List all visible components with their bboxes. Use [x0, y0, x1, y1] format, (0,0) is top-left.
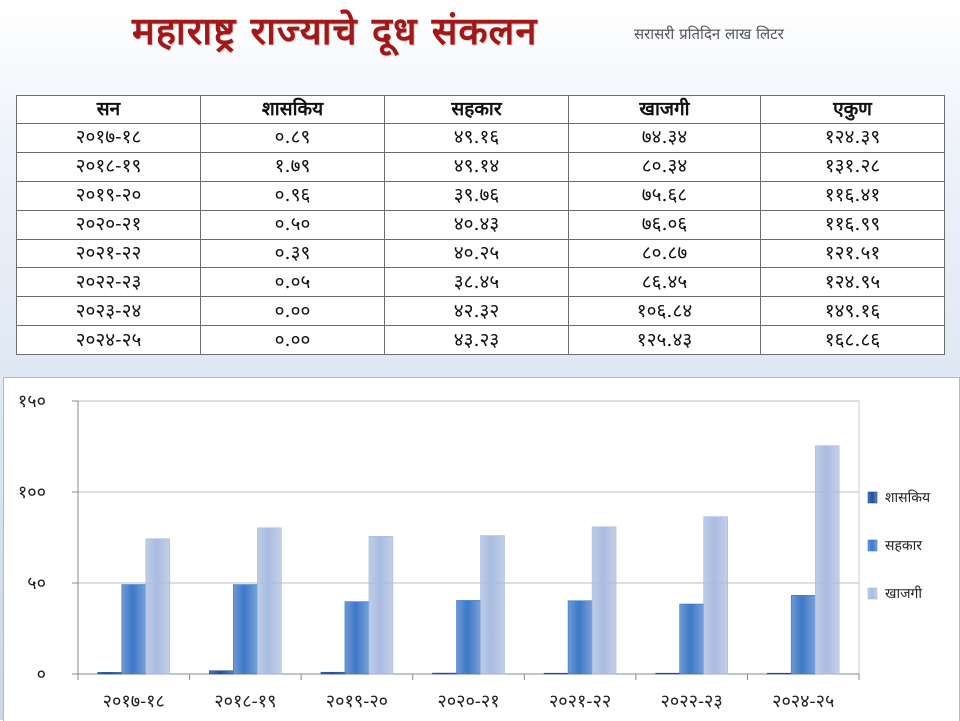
table-cell: ०.८९	[200, 123, 385, 153]
table-cell: २०१९-२०	[16, 180, 201, 211]
bar	[543, 672, 569, 675]
bar	[121, 584, 147, 675]
column-header: सहकार	[384, 95, 569, 124]
bar	[257, 527, 282, 675]
table-cell: ४९.१६	[384, 123, 569, 153]
table-row: २०२२-२३ ०.०५ ३८.४५ ८६.४५ १२४.९५	[16, 267, 945, 298]
table-cell: ०.३९	[200, 238, 385, 269]
table-cell: ८६.४५	[568, 267, 761, 298]
table-cell: १२१.५१	[760, 238, 945, 269]
table-cell: ११६.९९	[760, 209, 945, 240]
legend-swatch	[867, 539, 878, 552]
x-tick-label: २०१९-२०	[326, 691, 388, 712]
table-cell: ०.००	[200, 296, 385, 327]
table-cell: २०२४-२५	[16, 325, 201, 355]
table-header-row: सन शासकिय सहकार खाजगी एकुण	[16, 95, 945, 124]
column-header: खाजगी	[568, 95, 761, 124]
table-cell: ७६.०६	[568, 209, 761, 240]
bar	[344, 601, 370, 675]
table-cell: १०६.८४	[568, 296, 761, 327]
bar	[766, 672, 792, 675]
y-tick-label: १५०	[18, 391, 46, 412]
bar	[567, 600, 593, 675]
page-subtitle: सरासरी प्रतिदिन लाख लिटर	[634, 25, 784, 43]
bar	[480, 535, 505, 675]
legend-label: खाजगी	[885, 585, 922, 602]
x-tick-label: २०२०-२१	[437, 691, 499, 712]
bar	[97, 672, 123, 675]
table-cell: ४०.२५	[384, 238, 569, 269]
table-cell: ४०.४३	[384, 209, 569, 240]
table-cell: ३८.४५	[384, 267, 569, 298]
table-cell: २०२१-२२	[16, 238, 201, 269]
bar	[456, 600, 481, 675]
table-cell: ०.०५	[200, 267, 385, 298]
bar	[368, 535, 394, 675]
data-table: सन शासकिय सहकार खाजगी एकुण २०१७-१८ ०.८९ ४९…	[16, 95, 945, 355]
bar	[209, 670, 234, 675]
bar	[591, 526, 617, 675]
legend-label: सहकार	[885, 538, 922, 554]
table-cell: ३९.७६	[384, 180, 569, 211]
legend-swatch	[867, 587, 878, 600]
table-cell: २०१८-१९	[16, 151, 201, 182]
bar	[233, 584, 258, 675]
bar	[814, 445, 840, 675]
table-cell: ४३.२३	[384, 325, 569, 355]
bar	[679, 603, 704, 675]
bar	[432, 672, 457, 675]
x-tick-label: २०२२-२३	[661, 691, 723, 712]
legend-swatch	[867, 491, 878, 504]
chart-panel: ० ५० १०० १५० २०१७-१८ २०१८-१९ २०१९-२० २०२०-२१ २०२…	[3, 377, 960, 721]
table-cell: १२५.४३	[568, 325, 761, 355]
table-row: २०२०-२१ ०.५० ४०.४३ ७६.०६ ११६.९९	[16, 209, 945, 240]
table-cell: १.७९	[200, 151, 385, 182]
table-cell: ४९.१४	[384, 151, 569, 182]
x-tick-label: २०२४-२५	[772, 691, 834, 712]
y-tick-label: ५०	[27, 573, 46, 594]
table-cell: ७४.३४	[568, 123, 761, 153]
page-title: महाराष्ट्र राज्याचे दूध संकलन	[132, 8, 538, 53]
table-cell: २०२२-२३	[16, 267, 201, 298]
table-cell: ८०.८७	[568, 238, 761, 269]
bar-chart: ० ५० १०० १५० २०१७-१८ २०१८-१९ २०१९-२० २०२०-२१ २०२…	[18, 391, 931, 712]
x-tick-label: २०१८-१९	[214, 691, 276, 712]
table-row: २०२३-२४ ०.०० ४२.३२ १०६.८४ १४९.१६	[16, 296, 945, 327]
y-tick-label: ०	[37, 664, 46, 685]
table-cell: ८०.३४	[568, 151, 761, 182]
table-cell: १४९.१६	[760, 296, 945, 327]
x-tick-label: २०२१-२२	[549, 691, 611, 712]
table-cell: १३१.२८	[760, 151, 945, 182]
table-row: २०२४-२५ ०.०० ४३.२३ १२५.४३ १६८.८६	[16, 325, 945, 355]
table-cell: २०१७-१८	[16, 123, 201, 153]
column-header: एकुण	[760, 95, 945, 124]
table-cell: ७५.६८	[568, 180, 761, 211]
table-cell: १६८.८६	[760, 325, 945, 355]
column-header: सन	[16, 95, 201, 124]
bar	[703, 516, 728, 675]
bar	[145, 538, 171, 675]
bar	[320, 671, 346, 675]
table-row: २०१८-१९ १.७९ ४९.१४ ८०.३४ १३१.२८	[16, 151, 945, 182]
x-tick-label: २०१७-१८	[103, 691, 165, 712]
table-cell: १२४.३९	[760, 123, 945, 153]
table-row: २०१७-१८ ०.८९ ४९.१६ ७४.३४ १२४.३९	[16, 123, 945, 153]
table-cell: ०.५०	[200, 209, 385, 240]
table-row: २०२१-२२ ०.३९ ४०.२५ ८०.८७ १२१.५१	[16, 238, 945, 269]
bar	[655, 672, 680, 675]
table-cell: ४२.३२	[384, 296, 569, 327]
table-cell: २०२०-२१	[16, 209, 201, 240]
table-body: २०१७-१८ ०.८९ ४९.१६ ७४.३४ १२४.३९ २०१८-१९ १.७९ ४९…	[16, 123, 945, 355]
bar	[790, 595, 816, 675]
table-row: २०१९-२० ०.९६ ३९.७६ ७५.६८ ११६.४१	[16, 180, 945, 211]
y-tick-label: १००	[18, 482, 46, 503]
table-cell: २०२३-२४	[16, 296, 201, 327]
table-cell: ०.००	[200, 325, 385, 355]
table-cell: ११६.४१	[760, 180, 945, 211]
table-cell: ०.९६	[200, 180, 385, 211]
table-cell: १२४.९५	[760, 267, 945, 298]
header: महाराष्ट्र राज्याचे दूध संकलन सरासरी प्र…	[0, 0, 960, 60]
legend-label: शासकिय	[885, 489, 931, 506]
column-header: शासकिय	[200, 95, 385, 124]
